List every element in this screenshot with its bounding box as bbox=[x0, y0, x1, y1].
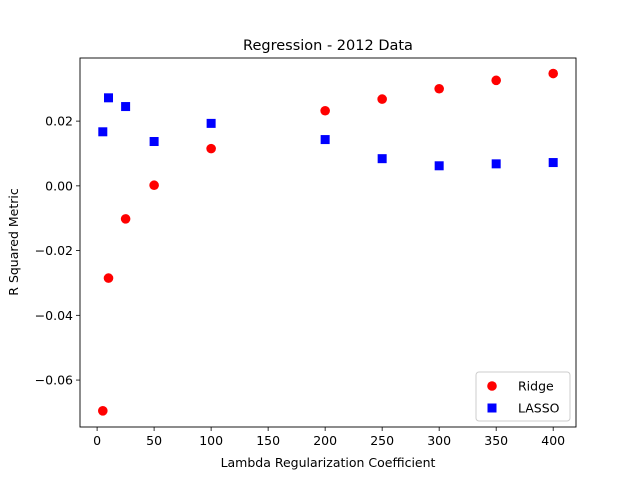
x-tick-label: 150 bbox=[256, 433, 280, 448]
plot-area: 0 50 100 150 200 250 300 350 400 −0.06 −0.04 −0.02 0… bbox=[35, 57, 577, 448]
data-point-ridge bbox=[491, 75, 501, 86]
data-point-ridge bbox=[149, 180, 159, 191]
data-point-lasso bbox=[149, 137, 159, 147]
data-point-lasso bbox=[121, 102, 131, 112]
data-point-ridge bbox=[320, 105, 330, 116]
data-point-ridge bbox=[98, 406, 108, 416]
axes-frame bbox=[79, 57, 577, 428]
data-point-ridge bbox=[548, 68, 558, 79]
data-point-lasso bbox=[434, 161, 444, 171]
y-tick-label: −0.06 bbox=[35, 373, 73, 388]
legend-label-lasso: LASSO bbox=[518, 401, 560, 416]
data-point-ridge bbox=[120, 214, 131, 224]
x-tick-label: 400 bbox=[541, 433, 565, 448]
legend-label-ridge: Ridge bbox=[518, 379, 554, 394]
data-point-lasso bbox=[98, 127, 108, 137]
data-point-ridge bbox=[206, 143, 216, 154]
data-point-ridge bbox=[377, 94, 387, 104]
y-tick-label: −0.04 bbox=[35, 308, 73, 323]
x-tick-label: 0 bbox=[93, 433, 101, 448]
data-point-lasso bbox=[491, 159, 501, 169]
x-tick-label: 200 bbox=[313, 433, 337, 448]
data-point-lasso bbox=[320, 135, 330, 145]
x-tick-label: 100 bbox=[199, 433, 223, 448]
x-axis-label: Lambda Regularization Coefficient bbox=[221, 455, 436, 470]
legend-marker-lasso bbox=[487, 403, 497, 413]
data-point-ridge bbox=[103, 273, 114, 283]
y-tick-label: 0.00 bbox=[45, 178, 73, 193]
x-tick-label: 250 bbox=[370, 433, 394, 448]
data-point-lasso bbox=[377, 154, 387, 164]
legend: Ridge LASSO bbox=[475, 371, 571, 422]
y-tick-label: 0.02 bbox=[45, 114, 73, 129]
x-tick-label: 300 bbox=[427, 433, 451, 448]
data-point-lasso bbox=[548, 158, 558, 168]
legend-marker-ridge bbox=[487, 381, 497, 391]
legend-box bbox=[475, 371, 571, 422]
x-tick-label: 350 bbox=[484, 433, 508, 448]
chart-title: Regression - 2012 Data bbox=[243, 38, 413, 54]
y-axis-label: R Squared Metric bbox=[6, 188, 21, 296]
data-point-ridge bbox=[434, 83, 444, 94]
data-point-lasso bbox=[206, 118, 216, 128]
data-point-lasso bbox=[104, 93, 114, 103]
y-tick-label: −0.02 bbox=[35, 243, 73, 258]
x-tick-label: 50 bbox=[146, 433, 162, 448]
